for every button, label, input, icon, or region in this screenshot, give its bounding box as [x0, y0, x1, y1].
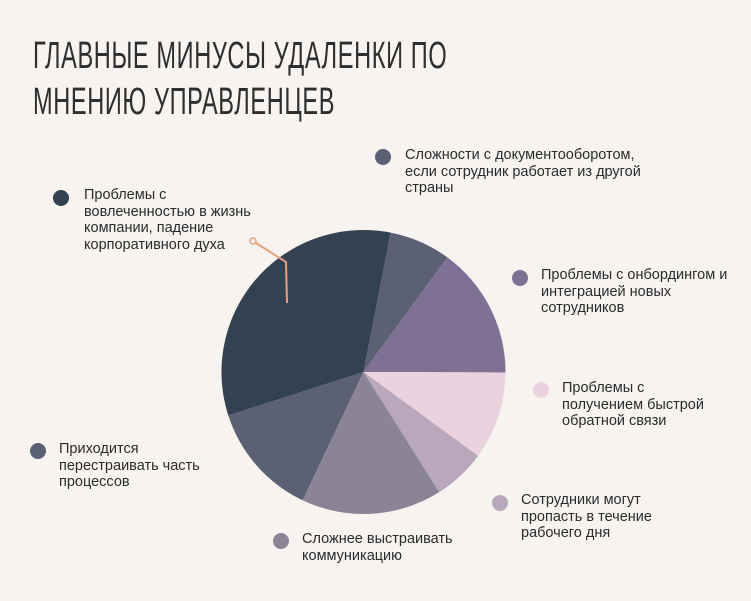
legend-marker-1 — [512, 270, 528, 286]
legend-label-6: Проблемы с вовлеченностью в жизнь компан… — [84, 187, 251, 253]
title-line-2: МНЕНИЮ УПРАВЛЕНЦЕВ — [33, 81, 336, 123]
legend-marker-3 — [492, 495, 508, 511]
pie-slice-0 — [363, 232, 448, 372]
legend-marker-5 — [30, 443, 46, 459]
legend-label-4: Сложнее выстраивать коммуникацию — [302, 531, 453, 564]
legend-marker-2 — [533, 382, 549, 398]
legend-label-2: Проблемы с получением быстрой обратной с… — [562, 380, 704, 429]
legend-label-1: Проблемы с онбордингом и интеграцией нов… — [541, 267, 728, 316]
legend-label-0: Сложности с документооборотом, если сотр… — [405, 147, 641, 196]
legend-marker-4 — [273, 533, 289, 549]
legend-label-3: Сотрудники могут пропасть в течение рабо… — [521, 492, 652, 541]
chart-title: ГЛАВНЫЕ МИНУСЫ УДАЛЕНКИ ПО МНЕНИЮ УПРАВЛ… — [33, 33, 447, 125]
pie-slice-4 — [302, 372, 440, 514]
title-line-1: ГЛАВНЫЕ МИНУСЫ УДАЛЕНКИ ПО — [33, 35, 448, 77]
pie-slice-5 — [228, 372, 364, 501]
callout-dot — [249, 237, 257, 245]
pie-slice-3 — [363, 372, 479, 493]
pie-slice-1 — [363, 257, 506, 373]
legend-label-5: Приходится перестраивать часть процессов — [59, 441, 200, 490]
legend-marker-0 — [375, 149, 391, 165]
pie-slice-6 — [221, 229, 391, 416]
callout-line — [255, 242, 288, 304]
pie-slice-2 — [363, 372, 506, 456]
legend-marker-6 — [53, 190, 69, 206]
